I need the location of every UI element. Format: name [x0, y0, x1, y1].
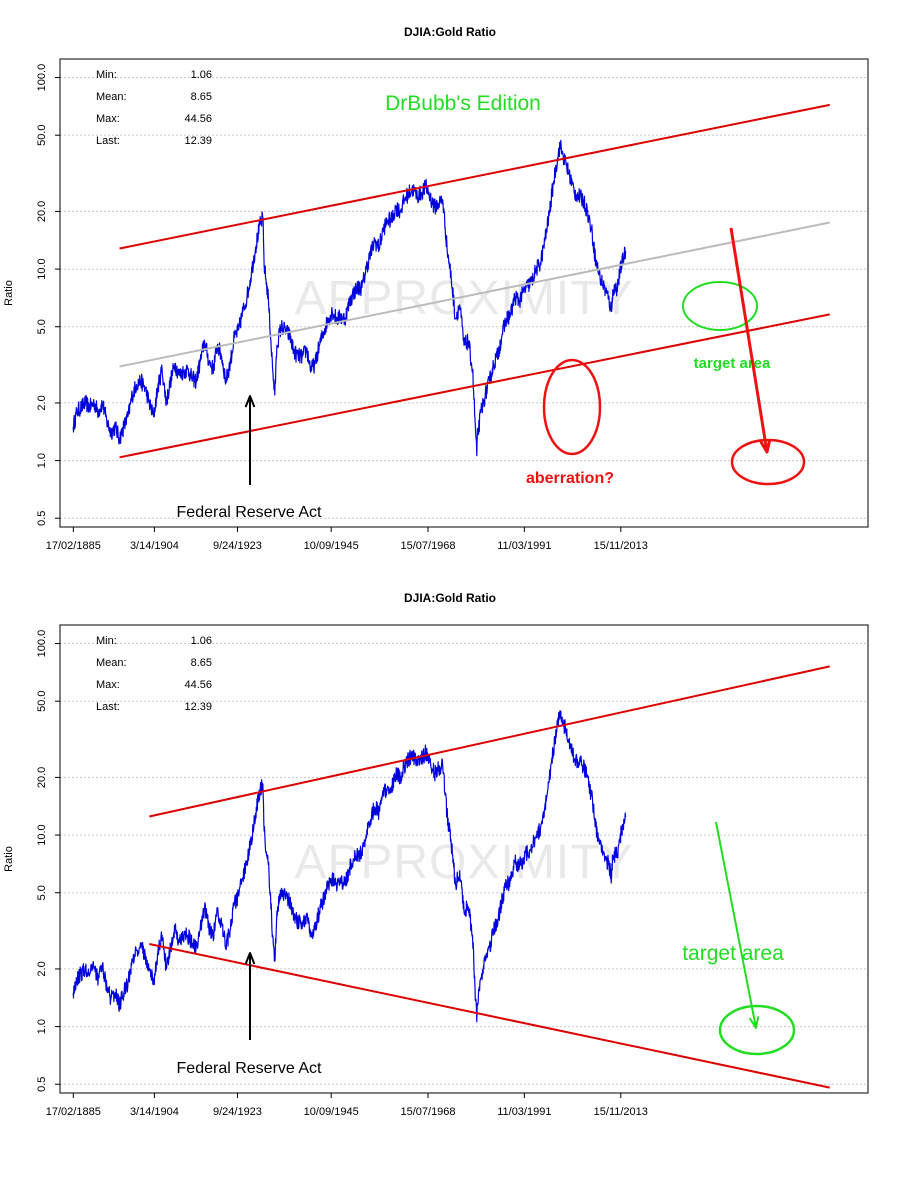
stat-label: Min: [96, 69, 117, 81]
y-tick-label: 20.0 [36, 201, 48, 222]
chart-top: DJIA:Gold Ratio APPROXIMITY 0.5 1.0 2.0 5.0 10… [3, 25, 869, 552]
y-tick-label: 0.5 [36, 1077, 48, 1092]
fed-label: Federal Reserve Act [177, 504, 323, 521]
y-tick-label: 2.0 [36, 395, 48, 410]
target-ellipse [718, 1004, 796, 1056]
upper-channel [119, 103, 830, 250]
aberration-ellipse [542, 358, 602, 456]
lower-channel [149, 942, 830, 1089]
stat-label: Min: [96, 635, 117, 647]
stat-label: Last: [96, 701, 120, 713]
stat-value: 1.06 [191, 635, 212, 647]
y-axis-label: Ratio [3, 846, 15, 872]
chart-title: DJIA:Gold Ratio [404, 25, 496, 39]
x-tick-label: 10/09/1945 [304, 1106, 359, 1118]
edition-label: DrBubb's Edition [385, 92, 541, 115]
chart-bottom: DJIA:Gold RatioAPPROXIMITY0.51.02.05.010… [3, 591, 869, 1118]
chart-title: DJIA:Gold Ratio [404, 591, 496, 605]
grid [60, 643, 868, 1085]
y-axis-label: Ratio [3, 280, 15, 306]
stat-label: Mean: [96, 657, 127, 669]
stat-value: 1.06 [191, 69, 212, 81]
stat-value: 8.65 [191, 657, 212, 669]
projection-arrowhead [759, 439, 771, 454]
target-label: target area [682, 942, 784, 965]
fed-arrowhead [244, 952, 256, 965]
stat-value: 44.56 [184, 113, 212, 125]
series-line-djia-gold [72, 710, 627, 1023]
upper-channel [149, 665, 830, 818]
x-tick-label: 17/02/1885 [46, 540, 101, 552]
x-tick-label: 15/11/2013 [594, 1106, 648, 1118]
stat-label: Max: [96, 113, 120, 125]
grid [60, 77, 868, 519]
stat-label: Max: [96, 679, 120, 691]
x-tick-label: 3/14/1904 [130, 540, 179, 552]
projection-arrow [715, 821, 757, 1029]
stat-label: Mean: [96, 91, 127, 103]
stat-value: 12.39 [184, 701, 212, 713]
y-tick-label: 100.0 [36, 630, 48, 658]
y-tick-label: 50.0 [36, 690, 48, 711]
x-tick-label: 15/07/1968 [400, 540, 455, 552]
fed-arrowhead [244, 395, 256, 408]
projection-arrowhead [749, 1016, 760, 1029]
y-tick-label: 20.0 [36, 767, 48, 788]
target-ellipse [682, 281, 758, 331]
y-tick-label: 1.0 [36, 453, 48, 468]
y-tick-label: 10.0 [36, 824, 48, 845]
y-tick-label: 1.0 [36, 1019, 48, 1034]
aberration-label: aberration? [526, 470, 614, 487]
trend-line [119, 221, 830, 368]
watermark: APPROXIMITY [294, 272, 633, 325]
y-tick-label: 5.0 [36, 885, 48, 900]
fed-label: Federal Reserve Act [177, 1060, 323, 1077]
x-tick-label: 11/03/1991 [497, 1106, 551, 1118]
target-label: target area [694, 355, 771, 372]
x-tick-label: 10/09/1945 [304, 540, 359, 552]
plot-frame [59, 58, 869, 528]
y-tick-label: 5.0 [36, 319, 48, 334]
y-tick-label: 0.5 [36, 511, 48, 526]
x-tick-label: 17/02/1885 [46, 1106, 101, 1118]
plot-frame [59, 624, 869, 1094]
x-tick-label: 15/11/2013 [594, 540, 648, 552]
stat-label: Last: [96, 135, 120, 147]
stat-value: 12.39 [184, 135, 212, 147]
y-tick-label: 100.0 [36, 64, 48, 92]
y-tick-label: 50.0 [36, 124, 48, 145]
x-tick-label: 9/24/1923 [213, 1106, 262, 1118]
y-tick-label: 10.0 [36, 258, 48, 279]
lower-target-ellipse [730, 438, 806, 486]
stat-value: 44.56 [184, 679, 212, 691]
x-tick-label: 15/07/1968 [400, 1106, 455, 1118]
y-tick-label: 2.0 [36, 961, 48, 976]
projection-arrow [729, 227, 769, 453]
lower-channel [119, 313, 830, 459]
x-tick-label: 11/03/1991 [497, 540, 551, 552]
x-tick-label: 9/24/1923 [213, 540, 262, 552]
x-tick-label: 3/14/1904 [130, 1106, 179, 1118]
stat-value: 8.65 [191, 91, 212, 103]
